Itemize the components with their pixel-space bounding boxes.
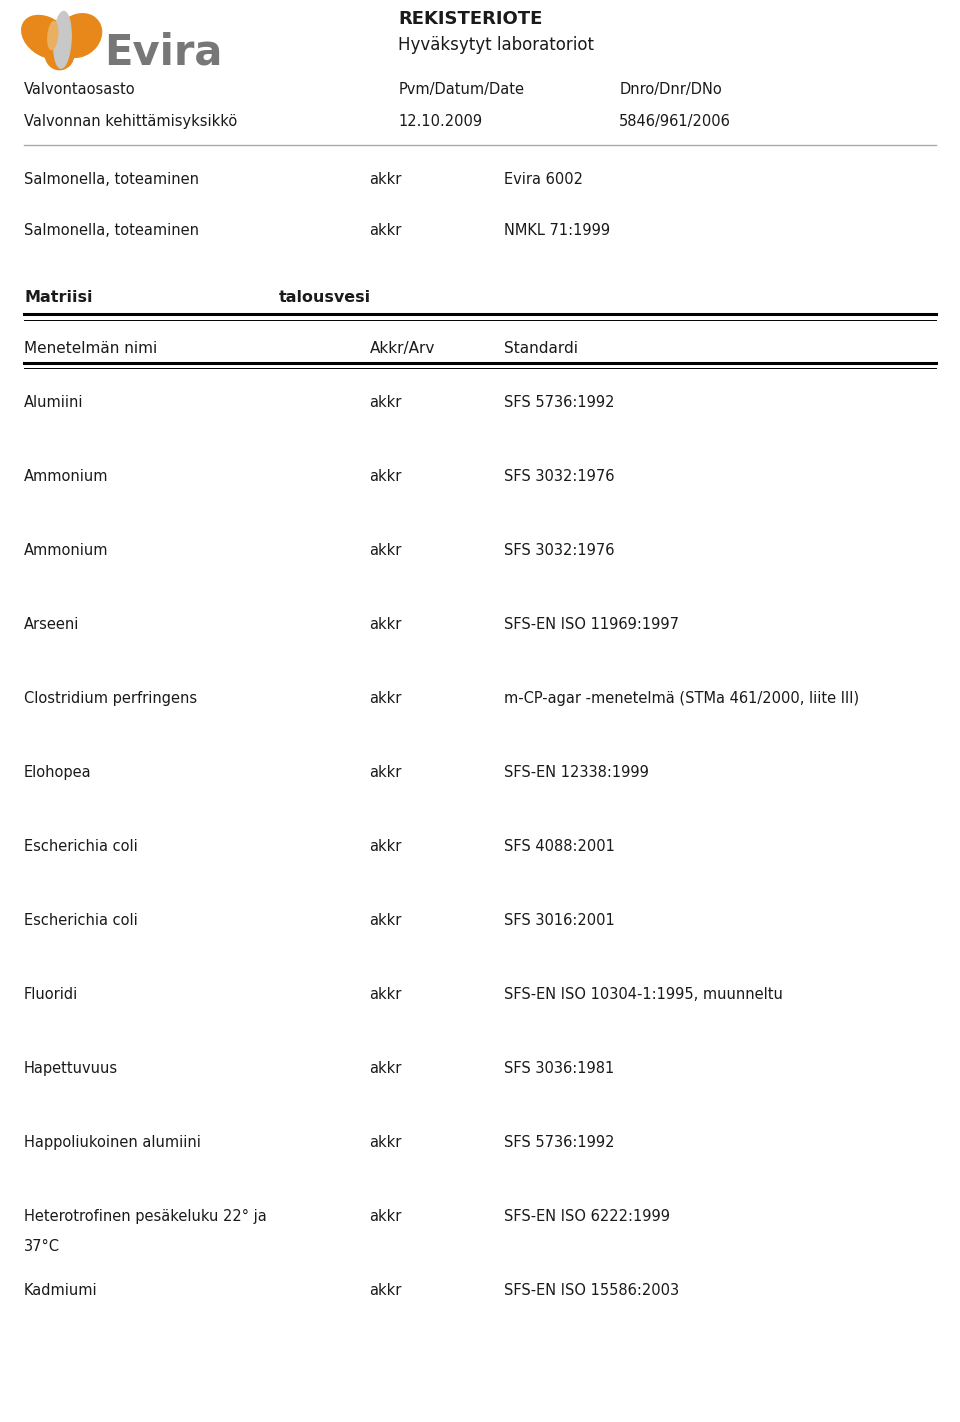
Text: REKISTERIOTE: REKISTERIOTE bbox=[398, 10, 542, 28]
Text: Heterotrofinen pesäkeluku 22° ja: Heterotrofinen pesäkeluku 22° ja bbox=[24, 1209, 267, 1224]
Text: SFS 3032:1976: SFS 3032:1976 bbox=[504, 543, 614, 559]
Text: 5846/961/2006: 5846/961/2006 bbox=[619, 114, 732, 129]
Text: Dnro/Dnr/DNo: Dnro/Dnr/DNo bbox=[619, 82, 722, 98]
Text: Clostridium perfringens: Clostridium perfringens bbox=[24, 691, 197, 707]
Ellipse shape bbox=[22, 16, 70, 58]
Text: SFS 5736:1992: SFS 5736:1992 bbox=[504, 1135, 614, 1150]
Text: Valvonnan kehittämisyksikkö: Valvonnan kehittämisyksikkö bbox=[24, 114, 237, 129]
Text: akkr: akkr bbox=[370, 1135, 402, 1150]
Text: SFS 4088:2001: SFS 4088:2001 bbox=[504, 839, 614, 855]
Text: akkr: akkr bbox=[370, 617, 402, 633]
Text: Evira 6002: Evira 6002 bbox=[504, 172, 583, 188]
Text: akkr: akkr bbox=[370, 172, 402, 188]
Text: akkr: akkr bbox=[370, 913, 402, 929]
Text: SFS-EN ISO 15586:2003: SFS-EN ISO 15586:2003 bbox=[504, 1283, 679, 1298]
Text: Evira: Evira bbox=[104, 31, 222, 74]
Text: akkr: akkr bbox=[370, 1061, 402, 1076]
Text: 12.10.2009: 12.10.2009 bbox=[398, 114, 483, 129]
Text: Alumiini: Alumiini bbox=[24, 395, 84, 411]
Text: SFS 3016:2001: SFS 3016:2001 bbox=[504, 913, 614, 929]
Text: akkr: akkr bbox=[370, 223, 402, 239]
Text: Matriisi: Matriisi bbox=[24, 290, 92, 306]
Text: SFS 5736:1992: SFS 5736:1992 bbox=[504, 395, 614, 411]
Text: Hapettuvuus: Hapettuvuus bbox=[24, 1061, 118, 1076]
Ellipse shape bbox=[56, 14, 102, 57]
Text: SFS-EN 12338:1999: SFS-EN 12338:1999 bbox=[504, 765, 649, 781]
Text: SFS-EN ISO 6222:1999: SFS-EN ISO 6222:1999 bbox=[504, 1209, 670, 1224]
Text: m-CP-agar -menetelmä (STMa 461/2000, liite III): m-CP-agar -menetelmä (STMa 461/2000, lii… bbox=[504, 691, 859, 707]
Text: akkr: akkr bbox=[370, 1283, 402, 1298]
Text: Happoliukoinen alumiini: Happoliukoinen alumiini bbox=[24, 1135, 201, 1150]
Text: SFS-EN ISO 10304-1:1995, muunneltu: SFS-EN ISO 10304-1:1995, muunneltu bbox=[504, 987, 782, 1003]
Text: akkr: akkr bbox=[370, 691, 402, 707]
Text: Ammonium: Ammonium bbox=[24, 469, 108, 485]
Ellipse shape bbox=[54, 11, 71, 68]
Text: akkr: akkr bbox=[370, 839, 402, 855]
Text: Pvm/Datum/Date: Pvm/Datum/Date bbox=[398, 82, 524, 98]
Text: Hyväksytyt laboratoriot: Hyväksytyt laboratoriot bbox=[398, 36, 594, 54]
Text: Kadmiumi: Kadmiumi bbox=[24, 1283, 98, 1298]
Text: akkr: akkr bbox=[370, 395, 402, 411]
Text: talousvesi: talousvesi bbox=[278, 290, 371, 306]
Text: Ammonium: Ammonium bbox=[24, 543, 108, 559]
Text: akkr: akkr bbox=[370, 469, 402, 485]
Text: akkr: akkr bbox=[370, 543, 402, 559]
Text: Salmonella, toteaminen: Salmonella, toteaminen bbox=[24, 172, 199, 188]
Text: Standardi: Standardi bbox=[504, 341, 578, 357]
Text: Akkr/Arv: Akkr/Arv bbox=[370, 341, 435, 357]
Text: 37°C: 37°C bbox=[24, 1239, 60, 1254]
Text: Menetelmän nimi: Menetelmän nimi bbox=[24, 341, 157, 357]
Text: Fluoridi: Fluoridi bbox=[24, 987, 79, 1003]
Text: NMKL 71:1999: NMKL 71:1999 bbox=[504, 223, 611, 239]
Text: Escherichia coli: Escherichia coli bbox=[24, 839, 137, 855]
Text: Arseeni: Arseeni bbox=[24, 617, 80, 633]
Text: akkr: akkr bbox=[370, 765, 402, 781]
Text: Escherichia coli: Escherichia coli bbox=[24, 913, 137, 929]
Text: SFS-EN ISO 11969:1997: SFS-EN ISO 11969:1997 bbox=[504, 617, 679, 633]
Text: Salmonella, toteaminen: Salmonella, toteaminen bbox=[24, 223, 199, 239]
Text: akkr: akkr bbox=[370, 1209, 402, 1224]
Text: Elohopea: Elohopea bbox=[24, 765, 91, 781]
Text: SFS 3032:1976: SFS 3032:1976 bbox=[504, 469, 614, 485]
Text: SFS 3036:1981: SFS 3036:1981 bbox=[504, 1061, 614, 1076]
Text: Valvontaosasto: Valvontaosasto bbox=[24, 82, 135, 98]
Ellipse shape bbox=[48, 21, 58, 50]
Text: akkr: akkr bbox=[370, 987, 402, 1003]
Ellipse shape bbox=[45, 38, 74, 70]
